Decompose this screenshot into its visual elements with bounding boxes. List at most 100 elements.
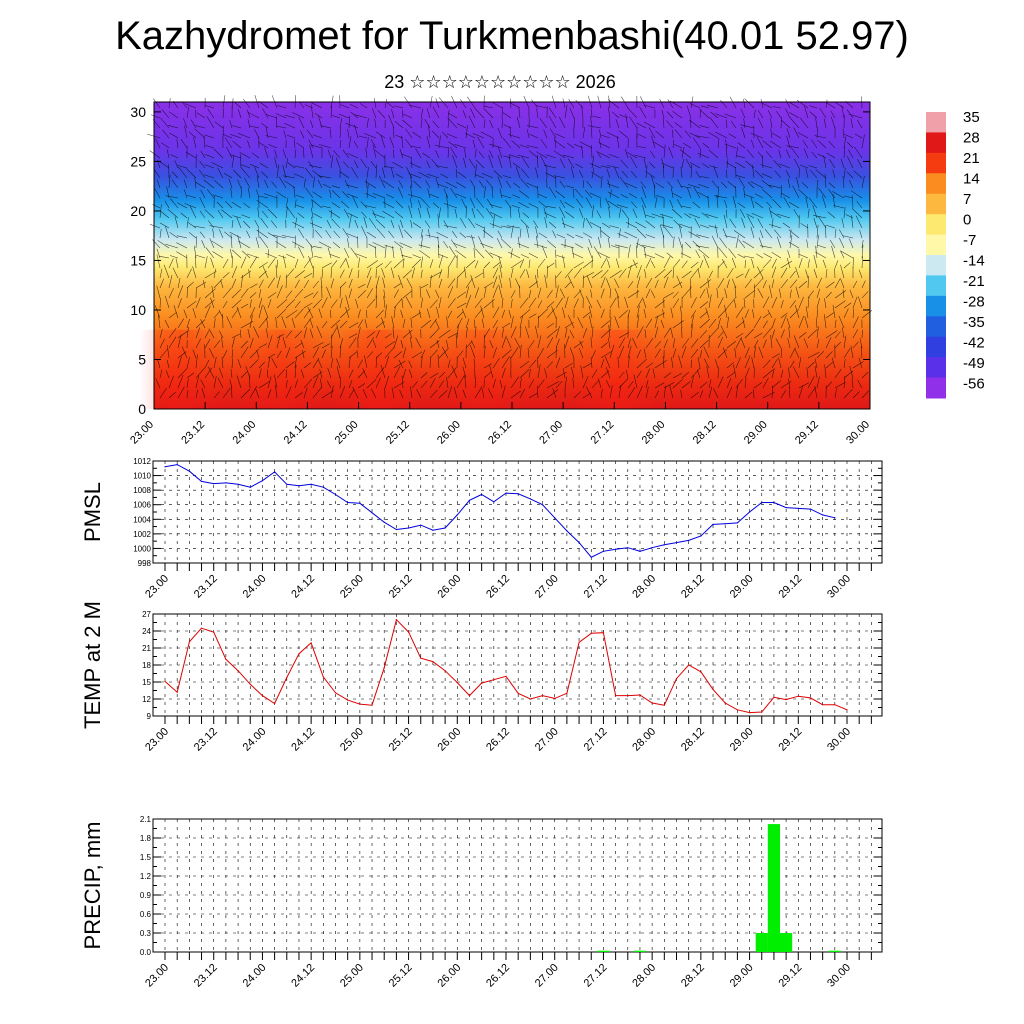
wind-barb xyxy=(171,171,179,179)
wind-barb xyxy=(171,179,179,189)
wind-barb xyxy=(411,267,415,279)
wind-barb xyxy=(440,173,449,179)
wind-barb xyxy=(294,301,301,309)
wind-barb xyxy=(636,349,641,359)
wind-barb xyxy=(244,178,251,189)
wind-barb xyxy=(627,244,631,259)
wind-barb xyxy=(480,243,494,249)
wind-barb xyxy=(222,108,225,119)
wind-barb xyxy=(737,142,746,149)
wind-barb xyxy=(177,285,184,299)
wind-barb xyxy=(757,109,764,119)
wind-barb xyxy=(256,175,260,189)
wind-barb xyxy=(204,174,215,179)
wind-barb xyxy=(792,185,800,199)
wind-barb xyxy=(274,374,278,389)
wind-barb xyxy=(654,326,659,339)
x-tick-label: 30.00 xyxy=(844,419,872,447)
wind-barb xyxy=(276,333,285,339)
wind-barb xyxy=(518,107,521,119)
x-tick-label: 29.12 xyxy=(793,419,821,447)
y-tick-label: 1012 xyxy=(133,457,151,466)
wind-barb xyxy=(177,202,188,209)
wind-barb xyxy=(200,319,206,329)
wind-barb xyxy=(829,239,836,249)
wind-barb xyxy=(447,255,456,269)
wind-barb xyxy=(357,269,360,279)
wind-barb xyxy=(155,138,161,149)
wind-barb xyxy=(685,158,692,169)
page-subtitle: 23 ☆☆☆☆☆☆☆☆☆☆ 2026 xyxy=(384,72,616,92)
x-tick-label: 29.12 xyxy=(776,726,804,754)
wind-barb xyxy=(455,168,458,179)
wind-barb xyxy=(354,114,368,119)
wind-barb xyxy=(409,337,413,349)
wind-barb xyxy=(771,318,776,329)
wind-barb xyxy=(825,268,828,279)
wind-barb xyxy=(400,309,404,319)
x-tick-label: 26.00 xyxy=(435,573,463,601)
wind-barb xyxy=(436,340,440,349)
wind-barb xyxy=(224,173,233,179)
data-point xyxy=(517,493,519,495)
wind-barb xyxy=(196,112,206,119)
wind-barb xyxy=(420,349,426,359)
wind-barb xyxy=(366,231,377,239)
wind-barb xyxy=(247,112,260,119)
wind-barb xyxy=(438,380,445,389)
data-point xyxy=(773,696,775,698)
wind-barb xyxy=(761,180,773,189)
wind-barb xyxy=(520,254,530,259)
wind-barb xyxy=(565,211,575,219)
wind-barb xyxy=(354,124,359,139)
x-tick-label: 29.00 xyxy=(728,726,756,754)
wind-barb xyxy=(660,224,674,229)
wind-barb xyxy=(309,165,323,169)
wind-barb xyxy=(285,330,293,339)
data-point xyxy=(347,501,349,504)
wind-barb xyxy=(798,315,804,329)
wind-barb xyxy=(256,229,269,239)
wind-barb xyxy=(741,126,746,139)
wind-barb xyxy=(294,270,305,279)
x-tick-label: 24.12 xyxy=(289,962,317,990)
wind-barb xyxy=(426,289,431,299)
data-point xyxy=(627,547,629,549)
wind-barb xyxy=(604,356,611,369)
wind-barb xyxy=(851,377,854,389)
wind-barb xyxy=(508,134,521,139)
wind-barb xyxy=(174,160,179,169)
wind-barb xyxy=(231,201,242,209)
wind-barb xyxy=(342,149,350,159)
wind-barb xyxy=(213,311,220,319)
data-point xyxy=(529,498,532,500)
wind-barb xyxy=(776,236,782,249)
wind-barb xyxy=(539,118,548,129)
wind-barb xyxy=(716,287,719,299)
wind-barb xyxy=(183,118,188,129)
wind-barb xyxy=(321,321,328,329)
wind-barb xyxy=(296,142,305,149)
wind-barb xyxy=(645,380,649,389)
data-point xyxy=(554,697,556,700)
wind-barb xyxy=(186,318,190,329)
wind-barb xyxy=(688,231,701,239)
wind-barb xyxy=(501,385,506,399)
data-point xyxy=(590,632,592,634)
wind-barb xyxy=(489,211,503,219)
wind-barb xyxy=(177,356,182,369)
wind-barb xyxy=(418,309,422,319)
wind-barb xyxy=(679,223,692,229)
wind-barb xyxy=(163,264,170,279)
wind-barb xyxy=(177,277,181,289)
wind-barb xyxy=(843,133,854,139)
wind-barb xyxy=(827,211,836,219)
wind-barb xyxy=(462,389,467,399)
wind-barb xyxy=(715,113,728,119)
wind-barb xyxy=(817,139,827,149)
wind-barb xyxy=(501,106,503,119)
wind-barb xyxy=(370,139,377,149)
x-tick-label: 27.12 xyxy=(582,962,610,990)
wind-barb xyxy=(625,369,629,379)
wind-barb xyxy=(753,316,762,329)
